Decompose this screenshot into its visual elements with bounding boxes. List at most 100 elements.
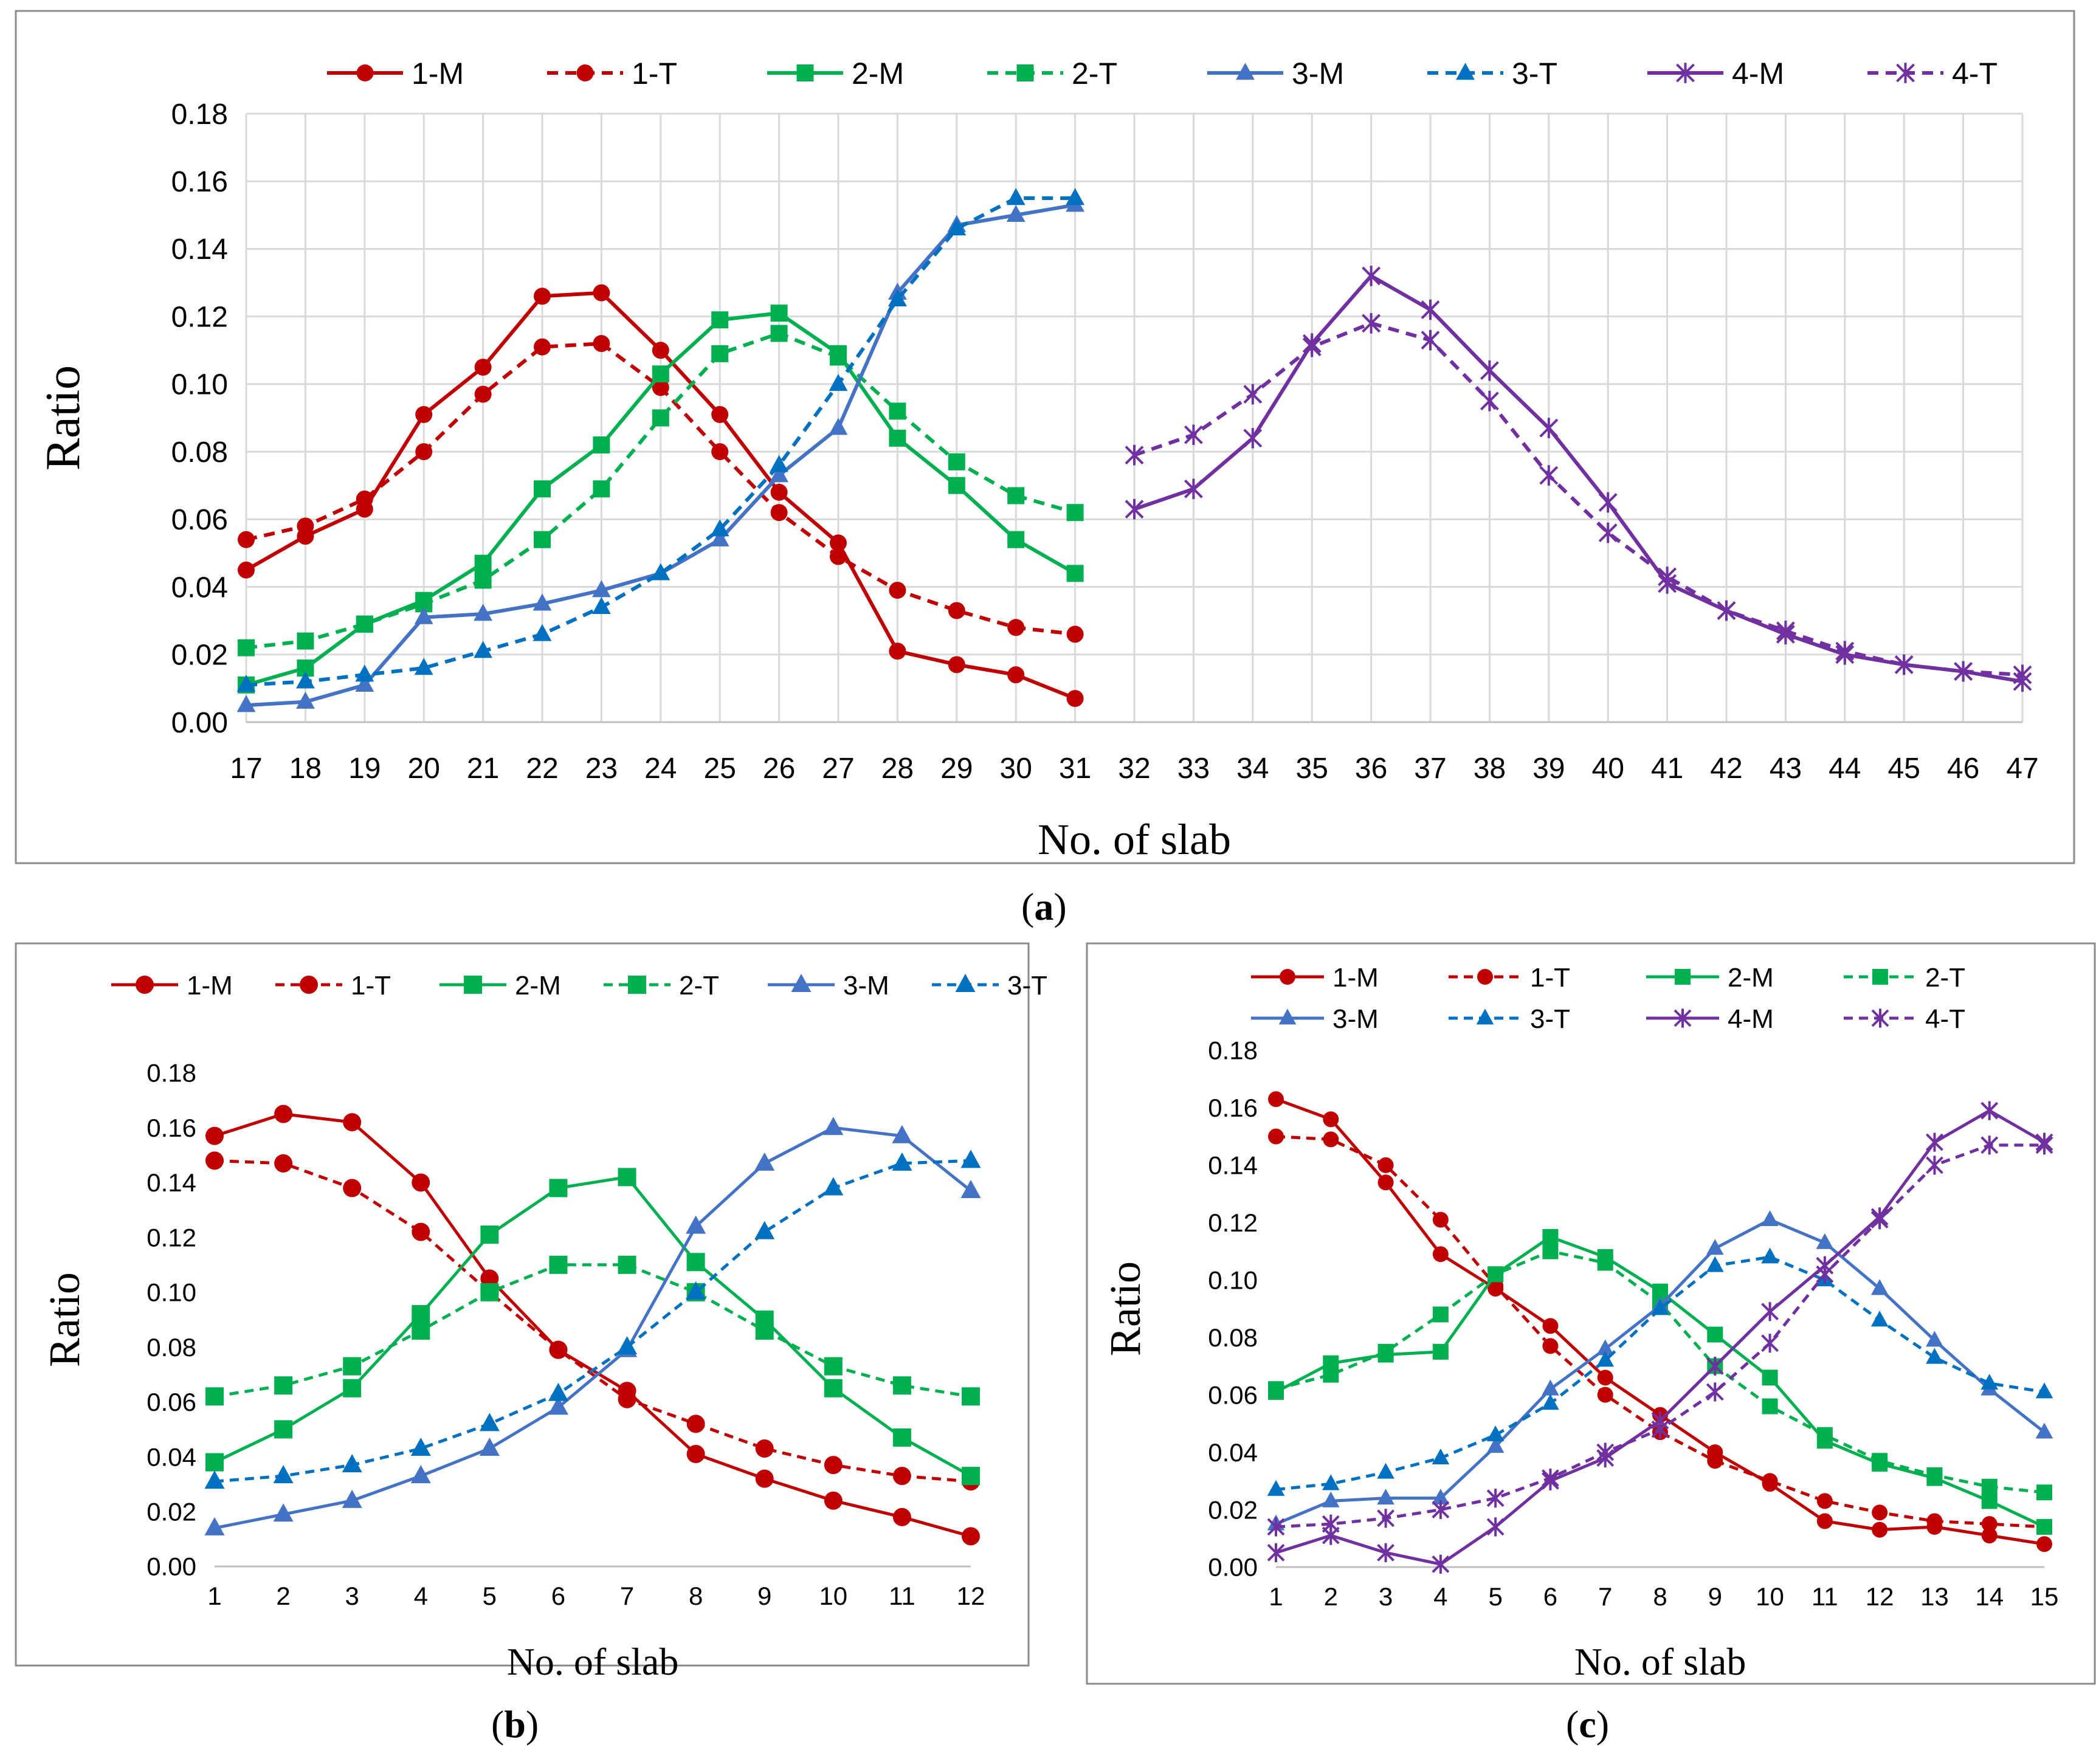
legend-marker-1-M <box>1280 969 1295 985</box>
x-tick-label: 5 <box>1488 1582 1502 1611</box>
legend-item-2-M: 2-M <box>767 57 904 91</box>
legend-marker-4-M <box>1674 1008 1692 1028</box>
x-tick-label: 1 <box>207 1582 221 1610</box>
x-tick-label: 12 <box>957 1582 985 1610</box>
data-point-1-T <box>1007 619 1025 636</box>
y-tick-label: 0.12 <box>171 301 228 333</box>
data-point-2-M <box>824 1379 843 1397</box>
y-tick-label: 0.00 <box>171 707 228 739</box>
data-point-2-T <box>1872 1453 1888 1469</box>
data-point-2-M <box>412 1304 430 1323</box>
x-tick-label: 6 <box>1543 1582 1557 1611</box>
data-point-3-M <box>236 695 256 712</box>
x-tick-label: 25 <box>704 753 736 785</box>
x-tick-label: 8 <box>1653 1582 1667 1611</box>
legend-marker-2-M <box>1675 969 1691 985</box>
y-tick-label: 0.06 <box>147 1388 196 1416</box>
series-line-4-T <box>1134 321 2023 677</box>
panel-a-label: (a) <box>1021 885 1067 928</box>
x-tick-label: 7 <box>620 1582 634 1610</box>
data-point-3-M <box>823 1117 844 1135</box>
data-point-1-T <box>356 490 373 508</box>
legend-label-1-M: 1-M <box>1332 963 1379 993</box>
legend-label-3-M: 3-M <box>1332 1004 1379 1034</box>
data-point-4-T <box>1658 567 1677 587</box>
data-point-3-M <box>479 1438 500 1456</box>
data-point-3-T <box>410 1438 431 1456</box>
legend-item-3-M: 3-M <box>1251 1004 1379 1034</box>
data-point-1-M <box>274 1104 293 1123</box>
data-point-1-T <box>415 443 433 461</box>
chart-b: 0.00 0.02 0.04 0.06 0.08 0.10 0.12 0.14 0.16 0.18… <box>15 942 1047 1683</box>
data-point-3-T <box>770 455 788 472</box>
data-point-4-M <box>1706 1356 1724 1376</box>
data-point-1-T <box>1268 1128 1284 1145</box>
data-point-1-T <box>1377 1157 1394 1173</box>
x-tick-label: 18 <box>289 753 322 785</box>
data-point-3-M <box>829 418 848 435</box>
data-point-4-M <box>1243 428 1263 449</box>
data-point-2-T <box>711 345 729 362</box>
data-point-1-M <box>686 1445 705 1464</box>
data-point-2-M <box>770 305 788 322</box>
data-point-4-T <box>1539 465 1559 486</box>
data-point-3-M <box>273 1503 294 1522</box>
data-point-1-M <box>415 405 433 423</box>
data-point-2-M <box>1007 531 1025 548</box>
data-point-3-T <box>888 289 907 307</box>
series-3-T <box>1267 1247 2053 1496</box>
data-point-2-M <box>618 1168 636 1187</box>
data-point-2-M <box>474 554 492 572</box>
data-point-3-T <box>1006 188 1026 205</box>
x-tick-label: 11 <box>1812 1582 1838 1611</box>
data-point-3-T <box>1981 1374 1999 1390</box>
series-2-M <box>205 1168 980 1486</box>
data-point-4-T <box>1926 1156 1943 1175</box>
data-point-3-M <box>1706 1239 1724 1255</box>
legend-label-2-T: 2-T <box>679 971 719 1001</box>
x-tick-label: 36 <box>1355 753 1387 785</box>
series-line-1-T <box>214 1159 971 1483</box>
x-tick-label: 26 <box>763 753 795 785</box>
x-tick-label: 40 <box>1592 753 1624 785</box>
data-point-1-T <box>1707 1453 1723 1469</box>
data-point-1-M <box>892 1507 911 1526</box>
y-tick-label: 0.08 <box>1208 1323 1258 1352</box>
data-point-1-M <box>1432 1246 1449 1263</box>
data-point-2-T <box>1981 1478 1998 1495</box>
data-point-4-T <box>1761 1334 1779 1353</box>
y-tick-label: 0.18 <box>171 98 228 131</box>
x-tick-label: 30 <box>1000 753 1032 785</box>
data-point-2-M <box>889 429 906 447</box>
x-tick-label: 41 <box>1651 753 1683 785</box>
legend-marker-3-M <box>1236 63 1255 80</box>
legend-label-3-T: 3-T <box>1530 1004 1570 1034</box>
data-point-2-T <box>824 1357 843 1376</box>
data-point-1-T <box>1323 1131 1339 1148</box>
x-tick-label: 33 <box>1177 753 1210 785</box>
data-point-4-T <box>1480 390 1499 412</box>
data-point-3-M <box>342 1489 362 1508</box>
data-point-2-T <box>1432 1306 1449 1323</box>
data-point-2-M <box>549 1179 568 1197</box>
data-point-2-T <box>2036 1484 2052 1501</box>
data-point-2-M <box>962 1467 980 1486</box>
legend-marker-3-T <box>1456 63 1475 80</box>
x-tick-label: 45 <box>1888 753 1920 785</box>
data-point-3-M <box>1006 205 1026 222</box>
data-point-1-T <box>343 1179 362 1197</box>
data-point-2-T <box>889 402 906 420</box>
data-point-1-T <box>618 1390 636 1408</box>
legend-marker-3-M <box>1278 1008 1297 1025</box>
data-point-3-M <box>296 691 315 709</box>
x-tick-label: 2 <box>276 1582 290 1610</box>
data-point-2-T <box>274 1376 293 1395</box>
x-tick-label: 6 <box>551 1582 565 1610</box>
legend-item-1-M: 1-M <box>1251 963 1379 993</box>
legend-label-1-M: 1-M <box>187 971 233 1001</box>
data-point-2-T <box>343 1357 362 1376</box>
data-point-3-M <box>355 675 374 692</box>
data-point-4-M <box>1761 1302 1779 1321</box>
data-point-1-M <box>770 483 788 501</box>
data-point-1-M <box>474 359 492 376</box>
